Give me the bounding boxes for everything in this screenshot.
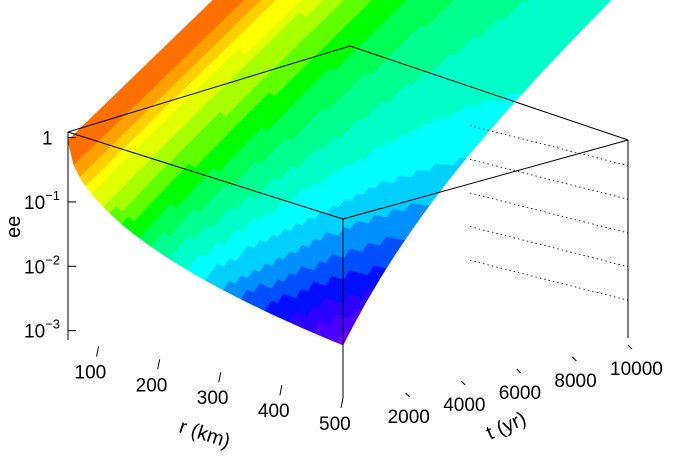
z-axis-title: ee [3,216,25,238]
z-tick-label: 1 [42,129,53,150]
y-tick-label: 6000 [499,383,541,404]
frame-box [67,45,629,398]
x-tick-mark [340,397,344,409]
frame-edge [342,139,629,220]
y-tick-label: 2000 [388,407,430,428]
grid-line [469,125,629,167]
frame-edge [349,45,629,141]
x-tick-label: 200 [136,375,168,396]
x-tick-label: 400 [258,401,290,422]
frame-edge [67,131,344,220]
y-tick-mark [627,344,633,350]
x-tick-mark [96,346,100,357]
grid-line [469,158,629,200]
y-tick-mark [516,368,522,374]
y-tick-mark [572,356,577,362]
x-tick-mark [279,385,283,396]
x-tick-mark [218,372,222,383]
y-tick-label: 10000 [610,359,663,380]
x-tick-label: 500 [319,414,351,435]
y-tick-mark [460,380,466,386]
y-tick-label: 8000 [554,371,596,392]
grid-line [469,192,629,234]
x-tick-mark [157,359,161,370]
surface-plot [67,0,612,346]
z-tick-label: 10−3 [24,317,60,343]
x-tick-label: 100 [75,362,107,383]
z-tick-label: 10−1 [24,188,60,214]
grid-line [469,226,629,268]
y-axis-title: t (yr) [483,408,529,445]
axis-ticks: 100 200 300 400 500 2000 4000 6000 8000 10000 1 10−… [24,129,663,435]
grid-line [469,259,629,301]
x-tick-label: 300 [197,388,229,409]
x-axis-title: r (km) [176,416,232,453]
y-tick-mark [405,392,410,398]
frame-edge [67,45,351,133]
y-tick-label: 4000 [443,395,485,416]
z-tick-label: 10−2 [24,252,60,278]
grid-lines [469,125,629,301]
